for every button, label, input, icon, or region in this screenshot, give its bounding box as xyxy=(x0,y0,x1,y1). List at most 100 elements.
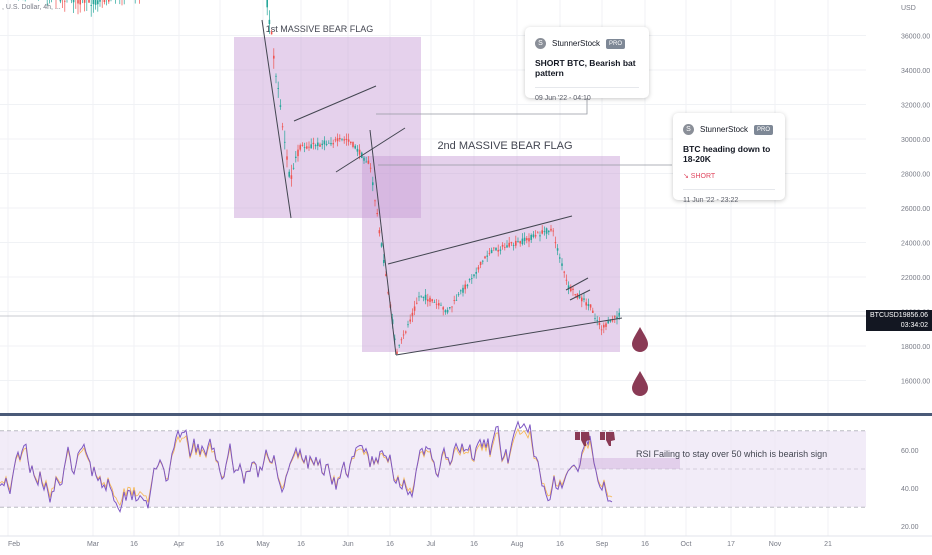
bear-flag-label: 1st MASSIVE BEAR FLAG xyxy=(266,24,374,34)
price-candle xyxy=(530,235,532,240)
time-axis-label: 16 xyxy=(130,541,138,548)
price-candle xyxy=(269,20,271,24)
price-candle xyxy=(284,142,286,143)
idea-divider xyxy=(683,189,775,190)
price-candle xyxy=(431,299,433,301)
pane-separator xyxy=(0,413,932,416)
price-candle xyxy=(414,306,416,310)
price-candle xyxy=(77,0,79,3)
time-axis-label: Sep xyxy=(596,541,609,548)
idea-timestamp: 09 Jun '22 - 04:10 xyxy=(535,95,639,102)
price-candle xyxy=(607,321,609,324)
price-candle xyxy=(401,339,403,340)
price-candle xyxy=(535,235,537,236)
price-candle xyxy=(555,242,557,243)
price-candle xyxy=(425,295,427,300)
thumb-cuff xyxy=(600,432,605,440)
price-candle xyxy=(330,143,332,144)
blood-drop-icon xyxy=(632,371,648,396)
price-candle xyxy=(319,145,321,147)
price-candle xyxy=(280,105,282,107)
price-candle xyxy=(315,145,317,146)
rsi-band xyxy=(0,431,866,507)
price-candle xyxy=(108,0,110,2)
price-candle xyxy=(557,248,559,250)
price-candle xyxy=(588,304,590,306)
price-candle xyxy=(460,290,462,291)
price-candle xyxy=(504,247,506,248)
price-candle xyxy=(313,143,315,144)
idea-title[interactable]: BTC heading down to 18-20K xyxy=(683,144,775,164)
price-candle xyxy=(537,233,539,234)
price-candle xyxy=(376,213,378,214)
time-axis-label: Aug xyxy=(511,541,524,548)
price-candle xyxy=(442,307,444,309)
price-candle xyxy=(95,0,97,5)
price-candle xyxy=(491,250,493,253)
price-candle xyxy=(409,320,411,322)
price-candle xyxy=(436,304,438,305)
price-axis-label: 36000.00 xyxy=(901,34,930,41)
price-candle xyxy=(594,318,596,319)
price-candle xyxy=(563,272,565,273)
price-candle xyxy=(339,138,341,139)
price-candle xyxy=(341,139,343,140)
price-candle xyxy=(328,143,330,144)
idea-card-2[interactable]: S StunnerStock PRO BTC heading down to 1… xyxy=(673,113,785,200)
price-axis-label: 18000.00 xyxy=(901,344,930,351)
price-candle xyxy=(299,145,301,149)
time-axis-label: 16 xyxy=(297,541,305,548)
idea-title[interactable]: SHORT BTC, Bearish bat pattern xyxy=(535,58,639,78)
price-candle xyxy=(368,161,370,164)
price-candle xyxy=(508,243,510,247)
price-candle xyxy=(467,285,469,286)
short-tag: ↘ SHORT xyxy=(683,172,775,180)
idea-author[interactable]: StunnerStock xyxy=(552,39,600,48)
price-candle xyxy=(475,272,477,274)
time-axis-label: May xyxy=(256,541,270,548)
price-candle xyxy=(88,0,90,3)
price-candle xyxy=(372,182,374,185)
thumb-cuff xyxy=(575,432,580,440)
price-candle xyxy=(458,294,460,295)
price-candle xyxy=(310,144,312,148)
price-candle xyxy=(359,150,361,155)
idea-author[interactable]: StunnerStock xyxy=(700,125,748,134)
price-candle xyxy=(544,231,546,232)
price-candle xyxy=(383,260,385,263)
price-candle xyxy=(266,0,268,7)
price-candle xyxy=(480,262,482,265)
rsi-annotation: RSI Failing to stay over 50 which is bea… xyxy=(636,449,827,459)
price-candle xyxy=(99,0,101,2)
price-candle xyxy=(97,0,99,4)
price-candle xyxy=(365,162,367,163)
price-candle xyxy=(548,231,550,232)
idea-card-1[interactable]: S StunnerStock PRO SHORT BTC, Bearish ba… xyxy=(525,27,649,98)
price-candle xyxy=(352,142,354,147)
price-candle xyxy=(506,245,508,247)
price-candle xyxy=(469,279,471,280)
countdown-badge: 03:34:02 xyxy=(866,320,932,331)
price-candle xyxy=(317,143,319,147)
price-candle xyxy=(93,0,95,4)
time-axis-label: 21 xyxy=(824,541,832,548)
pro-badge: PRO xyxy=(754,125,773,135)
price-candle xyxy=(526,238,528,240)
price-candle xyxy=(297,150,299,157)
rsi-pane: RSI Failing to stay over 50 which is bea… xyxy=(0,422,866,512)
price-candle xyxy=(337,138,339,141)
price-candle xyxy=(420,296,422,297)
price-candle xyxy=(343,139,345,140)
price-candle xyxy=(104,0,106,2)
price-candle xyxy=(550,229,552,231)
price-candle xyxy=(502,245,504,247)
price-candle xyxy=(572,289,574,290)
price-candle xyxy=(64,1,66,2)
rsi-axis-label: 40.00 xyxy=(901,486,919,493)
price-candle xyxy=(434,302,436,303)
price-candle xyxy=(603,325,605,328)
price-candle xyxy=(495,248,497,251)
price-candle xyxy=(304,147,306,148)
